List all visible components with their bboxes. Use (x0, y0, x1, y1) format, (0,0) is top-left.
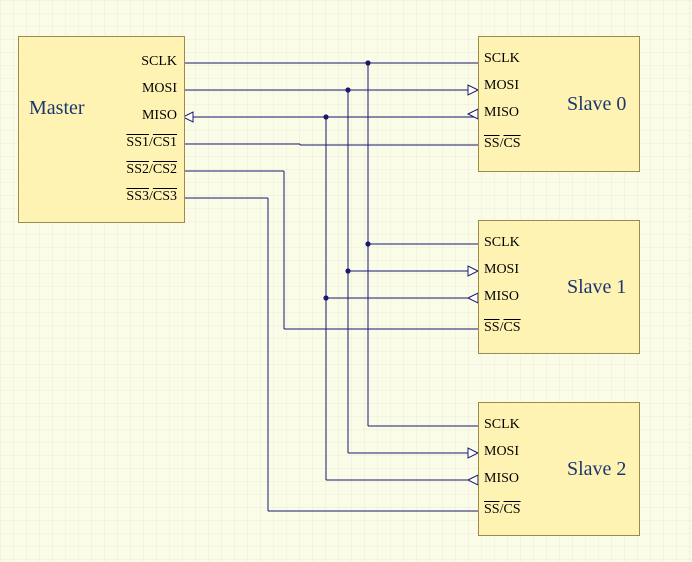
master-pin-ss1: SS1/CS1 (126, 135, 177, 151)
slave1-pin-ss: SS/CS (484, 320, 521, 336)
slave0-title: Slave 0 (567, 93, 626, 116)
slave2-pin-mosi: MOSI (484, 444, 519, 460)
slave0-pin-mosi: MOSI (484, 78, 519, 94)
master-pin-ss2: SS2/CS2 (126, 162, 177, 178)
slave2-pin-ss: SS/CS (484, 502, 521, 518)
slave2-pin-sclk: SCLK (484, 417, 520, 433)
master-pin-ss3: SS3/CS3 (126, 189, 177, 205)
slave1-pin-mosi: MOSI (484, 262, 519, 278)
master-pin-sclk: SCLK (141, 54, 177, 70)
slave0-pin-sclk: SCLK (484, 51, 520, 67)
slave2-pin-miso: MISO (484, 471, 519, 487)
slave1-pin-sclk: SCLK (484, 235, 520, 251)
slave0-pin-miso: MISO (484, 105, 519, 121)
slave1-title: Slave 1 (567, 276, 626, 299)
master-pin-mosi: MOSI (142, 81, 177, 97)
slave1-pin-miso: MISO (484, 289, 519, 305)
master-title: Master (29, 97, 85, 120)
slave0-pin-ss: SS/CS (484, 136, 521, 152)
slave2-title: Slave 2 (567, 458, 626, 481)
master-pin-miso: MISO (142, 108, 177, 124)
